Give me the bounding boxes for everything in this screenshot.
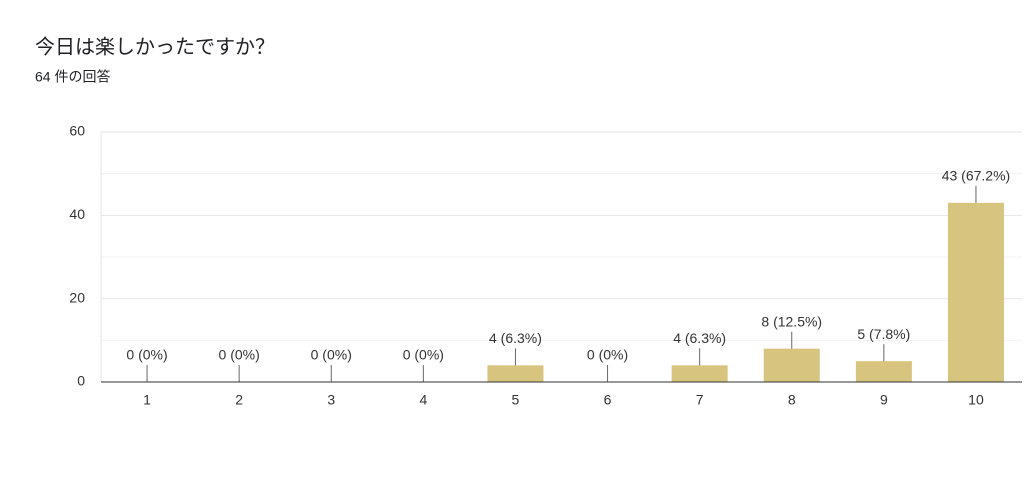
value-label: 8 (12.5%)	[761, 313, 822, 329]
bar	[947, 202, 1004, 382]
value-label: 0 (0%)	[587, 347, 628, 363]
x-tick-label: 4	[419, 392, 427, 408]
y-tick-label: 0	[77, 373, 85, 389]
x-tick-label: 2	[235, 392, 243, 408]
bar	[671, 365, 728, 382]
value-label: 43 (67.2%)	[942, 168, 1010, 184]
x-tick-label: 5	[512, 392, 520, 408]
bar	[763, 348, 820, 382]
value-label: 5 (7.8%)	[857, 326, 910, 342]
value-label: 0 (0%)	[219, 347, 260, 363]
x-tick-label: 1	[143, 392, 151, 408]
x-tick-label: 9	[880, 392, 888, 408]
chart-title: 今日は楽しかったですか？	[35, 35, 275, 58]
chart-subtitle: 64 件の回答	[35, 69, 110, 85]
value-label: 0 (0%)	[311, 347, 352, 363]
value-label: 4 (6.3%)	[489, 330, 542, 346]
bar	[487, 365, 544, 382]
x-tick-label: 6	[604, 392, 612, 408]
bar	[855, 361, 912, 382]
value-label: 0 (0%)	[126, 347, 167, 363]
y-tick-label: 40	[69, 206, 85, 222]
y-tick-label: 60	[69, 123, 85, 139]
x-tick-label: 8	[788, 392, 796, 408]
x-tick-label: 3	[327, 392, 335, 408]
y-tick-label: 20	[69, 289, 85, 305]
x-tick-label: 7	[696, 392, 704, 408]
value-label: 4 (6.3%)	[673, 330, 726, 346]
x-tick-label: 10	[968, 392, 984, 408]
value-label: 0 (0%)	[403, 347, 444, 363]
